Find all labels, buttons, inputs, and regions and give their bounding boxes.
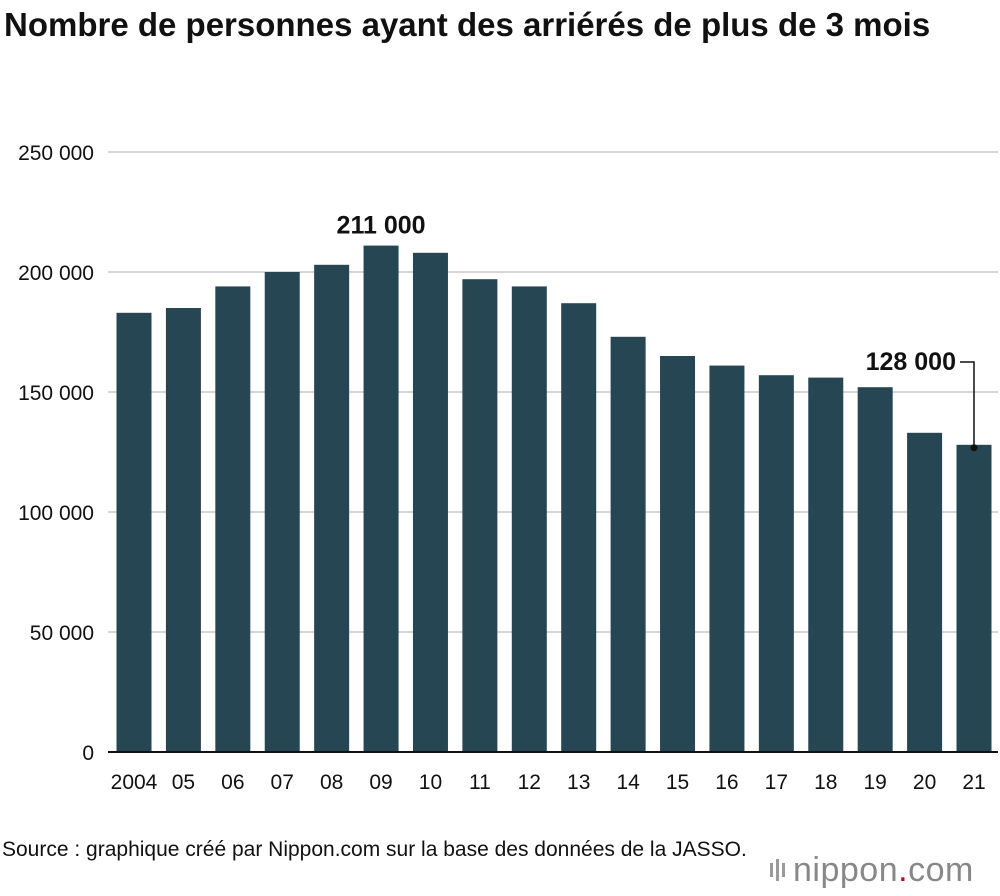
bar xyxy=(462,279,498,752)
x-tick-label: 21 xyxy=(962,771,985,794)
x-tick-label: 19 xyxy=(863,771,886,794)
y-tick-label: 250 000 xyxy=(18,142,94,165)
logo-bars-icon xyxy=(770,859,785,881)
x-tick-label: 11 xyxy=(469,771,491,794)
bar xyxy=(758,375,794,752)
source-note: Source : graphique créé par Nippon.com s… xyxy=(2,838,747,861)
annotation-dot xyxy=(970,444,978,452)
grid-lines xyxy=(108,151,998,633)
bar xyxy=(561,303,597,752)
bar xyxy=(412,252,448,753)
x-tick-label: 07 xyxy=(271,771,294,794)
bar xyxy=(808,377,844,752)
y-axis-tick-labels: 0 50 000 100 000 150 000 200 000 250 000 xyxy=(18,142,94,765)
y-tick-label: 150 000 xyxy=(18,382,94,405)
bar xyxy=(857,387,893,752)
bar-chart: 0 50 000 100 000 150 000 200 000 250 000 2004… xyxy=(18,142,998,794)
y-tick-label: 200 000 xyxy=(18,262,94,285)
bar xyxy=(610,336,646,752)
bar xyxy=(165,308,201,752)
x-tick-label: 16 xyxy=(715,771,738,794)
x-tick-label: 05 xyxy=(172,771,195,794)
bar xyxy=(215,286,251,752)
bar xyxy=(314,264,350,752)
x-tick-label: 18 xyxy=(814,771,837,794)
x-tick-label: 20 xyxy=(913,771,936,794)
annotation-label: 211 000 xyxy=(337,212,426,240)
x-tick-label: 10 xyxy=(419,771,442,794)
x-tick-label: 13 xyxy=(567,771,590,794)
y-tick-label: 100 000 xyxy=(18,502,94,525)
logo-text: nippon.com xyxy=(793,851,974,889)
bar xyxy=(660,356,696,752)
x-tick-label: 14 xyxy=(616,771,640,794)
annotation-label: 128 000 xyxy=(866,348,956,376)
annotations: 211 000 128 000 xyxy=(337,212,978,452)
bar xyxy=(956,444,992,752)
bar xyxy=(363,245,399,752)
chart-title: Nombre de personnes ayant des arriérés d… xyxy=(4,6,931,43)
bar xyxy=(907,432,943,752)
x-tick-label: 17 xyxy=(765,771,788,794)
x-axis-tick-labels: 2004 05 06 07 08 09 10 11 12 13 14 15 16 17 18 19 20 21 xyxy=(111,771,986,794)
x-tick-label: 08 xyxy=(320,771,343,794)
annotation-leader-line xyxy=(960,361,975,448)
nippon-logo[interactable]: nippon.com xyxy=(770,850,974,890)
x-tick-label: 15 xyxy=(666,771,689,794)
y-tick-label: 50 000 xyxy=(30,622,94,645)
bar xyxy=(116,312,152,752)
bar xyxy=(264,272,300,752)
x-tick-label: 09 xyxy=(369,771,392,794)
bar xyxy=(511,286,547,752)
bars xyxy=(116,245,992,753)
x-tick-label: 06 xyxy=(221,771,244,794)
bar xyxy=(709,365,745,752)
y-tick-label: 0 xyxy=(82,742,94,765)
x-tick-label: 2004 xyxy=(111,771,158,794)
x-tick-label: 12 xyxy=(518,771,541,794)
